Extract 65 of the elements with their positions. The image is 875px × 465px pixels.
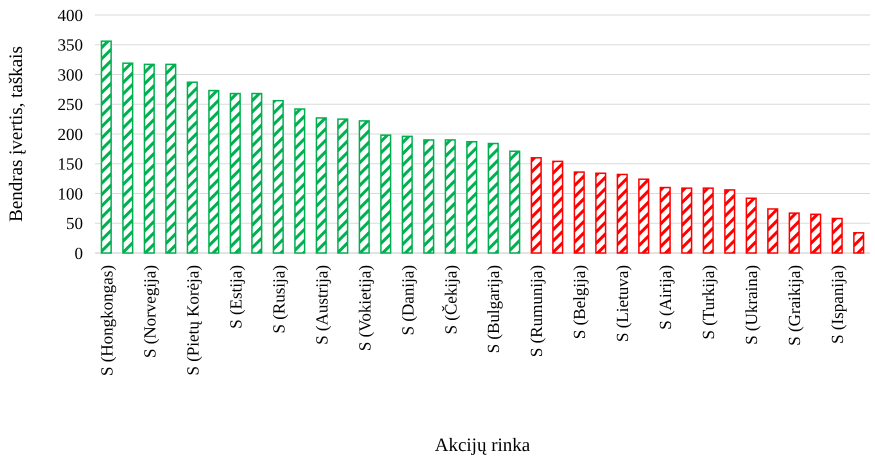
x-tick-label: S (Čekija) <box>441 265 460 334</box>
x-tick-label: S (Norvegija) <box>140 265 160 358</box>
x-tick-label: S (Lietuva) <box>613 265 632 342</box>
x-tick-label: S (Graikija) <box>785 265 804 346</box>
y-tick-label: 50 <box>66 214 83 234</box>
y-tick-label: 300 <box>58 65 83 84</box>
bar <box>595 172 606 254</box>
y-axis-title: Bendras įvertis, taškais <box>6 46 27 222</box>
bar <box>767 208 778 254</box>
bar <box>574 171 585 254</box>
bar <box>316 117 327 254</box>
x-tick-label: S (Bulgarija) <box>484 265 504 354</box>
bar <box>681 187 692 254</box>
bar <box>380 134 392 254</box>
x-tick-label: S (Vokietija) <box>355 265 374 352</box>
y-tick-label: 200 <box>58 124 83 144</box>
bar <box>552 160 564 254</box>
bar <box>122 62 134 254</box>
bar <box>337 118 348 254</box>
x-tick-label: S (Airija) <box>656 265 676 330</box>
bar <box>272 100 284 254</box>
x-tick-label: S (Belgija) <box>570 265 590 340</box>
bar <box>230 92 241 254</box>
y-tick-label: 100 <box>58 184 83 204</box>
bar <box>488 142 499 254</box>
x-tick-label: S (Rumunija) <box>527 265 546 358</box>
x-tick-label: S (Austrija) <box>312 265 332 345</box>
bar <box>853 232 864 254</box>
bar <box>746 198 757 254</box>
bar <box>724 189 736 254</box>
y-tick-label: 400 <box>58 6 83 25</box>
y-tick-label: 0 <box>74 244 83 263</box>
bar <box>402 136 413 254</box>
x-tick-label: S (Ukraina) <box>742 265 762 345</box>
bar <box>702 187 714 254</box>
y-tick-label: 350 <box>58 36 83 55</box>
bar <box>466 140 478 254</box>
bar <box>251 92 262 254</box>
bar <box>208 90 220 254</box>
x-tick-label: S (Ispanija) <box>828 265 848 344</box>
x-tick-label: S (Danija) <box>398 265 418 336</box>
x-tick-label: S (Rusija) <box>269 265 288 334</box>
bar <box>788 212 800 254</box>
y-tick-label: 150 <box>58 154 83 174</box>
bar <box>638 178 650 254</box>
y-tick-label: 250 <box>58 95 83 114</box>
x-tick-label: S (Pietų Korėja) <box>183 265 202 376</box>
x-tick-label: S (Hongkongas) <box>97 265 116 376</box>
bar <box>509 150 520 254</box>
x-tick-label: S (Turkija) <box>699 265 718 340</box>
bar <box>832 218 843 254</box>
bar <box>444 139 456 254</box>
bar <box>144 64 155 254</box>
bar <box>186 81 198 254</box>
bar <box>616 174 628 254</box>
x-axis-title: Akcijų rinka <box>434 435 531 456</box>
bar <box>294 108 306 254</box>
bar <box>100 40 112 254</box>
bar <box>530 157 542 254</box>
bar <box>660 186 671 254</box>
bar <box>810 214 822 254</box>
bar <box>358 120 370 254</box>
x-tick-label: S (Estija) <box>226 265 246 329</box>
bar <box>423 139 434 254</box>
bar <box>165 64 176 254</box>
